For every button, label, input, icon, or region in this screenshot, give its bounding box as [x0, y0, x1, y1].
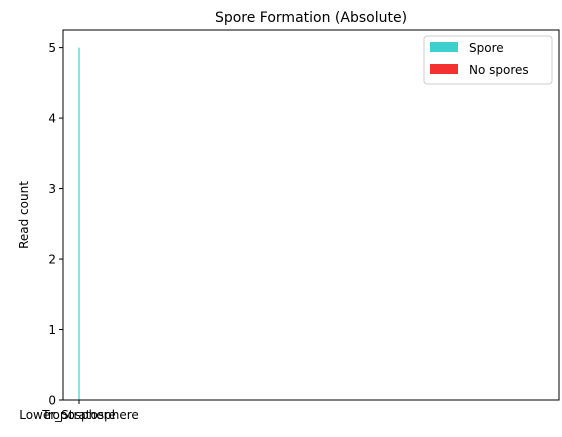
- y-tick-label: 0: [48, 394, 56, 408]
- chart-title: Spore Formation (Absolute): [215, 10, 407, 26]
- legend-label: Spore: [469, 41, 504, 55]
- plot-frame: [62, 29, 560, 401]
- legend-swatch: [430, 64, 458, 74]
- bar-spore-0: [78, 47, 80, 400]
- y-tick-label: 3: [48, 182, 56, 196]
- legend-swatch: [430, 42, 458, 52]
- x-tick-label: Troposphere: [41, 408, 115, 422]
- bars: [78, 47, 80, 400]
- x-tick-label: Lower_Stratosphere: [19, 408, 139, 422]
- y-tick-label: 5: [48, 41, 56, 55]
- y-axis: 0 1 2 3 4 5: [48, 41, 63, 408]
- y-axis-label: Read count: [17, 181, 31, 249]
- y-tick-label: 2: [48, 253, 56, 267]
- legend: Spore No spores: [423, 35, 553, 85]
- y-tick-label: 1: [48, 323, 56, 337]
- legend-label: No spores: [469, 63, 529, 77]
- y-tick-label: 4: [48, 112, 56, 126]
